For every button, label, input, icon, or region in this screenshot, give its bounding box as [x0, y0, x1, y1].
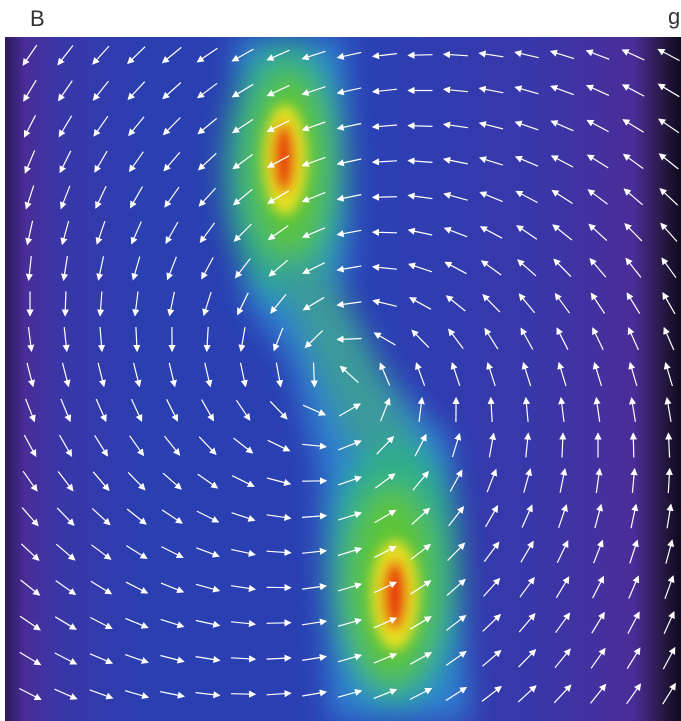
page: B g (() => { const data = JSON.parse(doc…: [0, 0, 681, 721]
heatmap: [5, 37, 681, 721]
corner-fragment: g: [668, 4, 680, 29]
panel-label: B: [30, 6, 45, 31]
vector-arrow: [65, 292, 66, 316]
vector-arrow: [633, 434, 634, 458]
vector-arrow: [373, 232, 397, 233]
vector-arrow: [231, 694, 255, 695]
vector-arrow: [267, 623, 291, 624]
figure: B g: [0, 0, 681, 721]
vector-arrow: [409, 55, 433, 56]
vector-arrow: [373, 197, 397, 198]
vector-arrow: [409, 126, 433, 127]
